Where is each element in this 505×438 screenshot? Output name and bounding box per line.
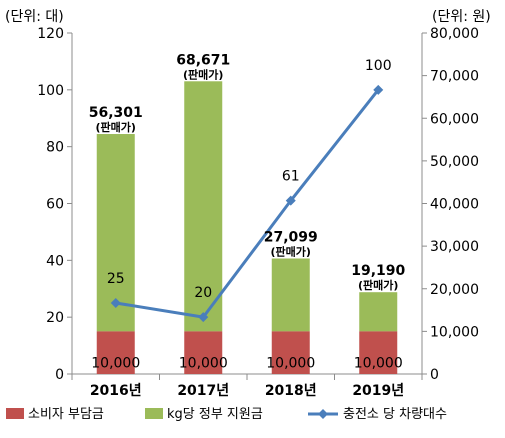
bar-consumer-burden [359,331,398,374]
bar-total-label: 27,099 [264,229,318,245]
y-left-tick-label: 40 [46,253,64,269]
y-right-tick-label: 50,000 [430,154,479,170]
y-left-tick-label: 80 [46,140,64,156]
y-right-tick-label: 20,000 [430,282,479,298]
bar-total-sublabel: (판매가) [358,278,398,292]
bar-kg-subsidy [184,81,223,332]
bar-consumer-burden-label: 10,000 [266,356,315,372]
y-right-tick-label: 70,000 [430,69,479,85]
bar-consumer-burden [184,331,223,374]
y-right-tick-label: 30,000 [430,239,479,255]
y-right-tick-label: 80,000 [430,26,479,42]
bar-kg-subsidy [359,292,398,332]
bar-total-sublabel: (판매가) [271,244,311,258]
x-tick-label: 2018년 [265,383,317,399]
bar-consumer-burden-label: 10,000 [91,356,140,372]
line-point-marker [285,195,296,206]
legend-label-kg-subsidy: kg당 정부 지원금 [167,407,263,422]
legend-swatch-consumer-burden [6,408,24,419]
bar-consumer-burden [271,331,310,374]
line-series [110,84,384,323]
y-right-tick-label: 60,000 [430,111,479,127]
y-left-tick-label: 20 [46,310,64,326]
bars [96,81,398,374]
legend-label-consumer-burden: 소비자 부담금 [28,407,104,422]
line-vehicles-per-station [115,88,380,319]
bar-consumer-burden-label: 10,000 [354,356,403,372]
bar-kg-subsidy [271,258,310,332]
bar-total-sublabel: (판매가) [183,67,223,81]
bar-consumer-burden-label: 10,000 [179,356,228,372]
x-tick-label: 2016년 [90,383,142,399]
bar-total-label: 19,190 [351,263,405,279]
bar-total-label: 68,671 [176,52,230,68]
y-right-tick-label: 40,000 [430,197,479,213]
bar-consumer-burden [96,331,135,374]
y-left-tick-label: 60 [46,197,64,213]
y-right-tick-label: 0 [430,367,439,383]
legend-swatch-kg-subsidy [145,408,163,419]
line-point-marker [110,297,121,308]
y-left-unit-label: (단위: 대) [5,9,64,25]
line-value-label: 20 [194,285,212,301]
legend: 소비자 부담금 kg당 정부 지원금 충전소 당 차량대수 [6,407,447,422]
line-value-label: 100 [365,58,392,74]
axes: (단위: 대) (단위: 원) 0 20 40 60 80 100 120 0 10,000 20,0… [5,9,491,399]
line-value-label: 61 [282,169,300,185]
x-tick-label: 2019년 [352,383,404,399]
bar-total-label: 56,301 [89,105,143,121]
bar-total-sublabel: (판매가) [96,120,136,134]
legend-marker-vehicles [318,409,328,419]
line-point-marker [373,84,384,95]
y-left-tick-label: 120 [37,26,64,42]
y-left-tick-label: 100 [37,83,64,99]
line-point-marker [198,312,209,323]
y-right-unit-label: (단위: 원) [432,9,491,25]
y-right-tick-label: 10,000 [430,324,479,340]
data-labels: 10,00056,301(판매가)10,00068,671(판매가)10,000… [89,52,406,371]
y-left-tick-label: 0 [55,367,64,383]
line-value-label: 25 [107,271,125,287]
x-tick-label: 2017년 [177,383,229,399]
legend-label-vehicles: 충전소 당 차량대수 [343,407,447,422]
